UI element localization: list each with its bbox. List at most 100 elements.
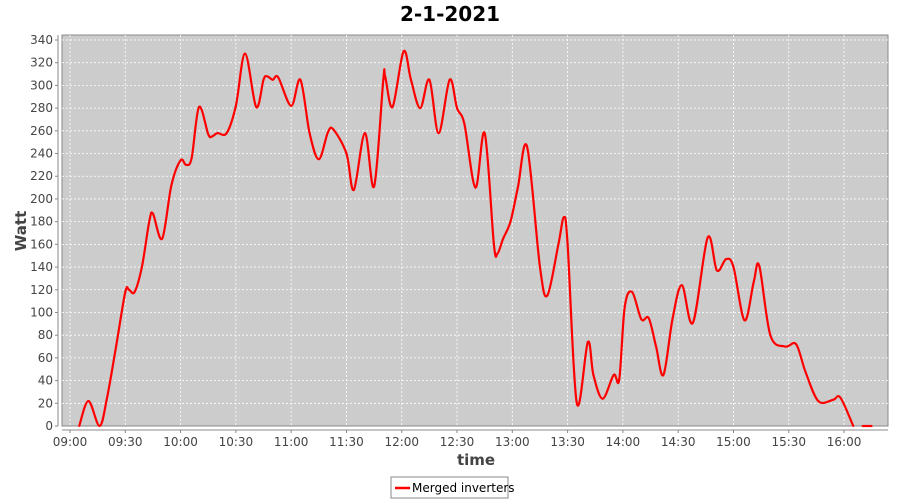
data-point	[352, 188, 355, 191]
data-point	[492, 243, 495, 246]
data-point	[526, 145, 529, 148]
data-point	[151, 212, 154, 215]
data-point	[795, 343, 798, 346]
data-point	[601, 397, 604, 400]
data-point	[839, 396, 842, 399]
y-tick-label: 320	[30, 56, 53, 70]
x-tick-label: 15:00	[716, 435, 751, 449]
x-tick-label: 12:30	[440, 435, 475, 449]
data-point	[198, 105, 201, 108]
data-point	[271, 78, 274, 81]
data-point	[631, 291, 634, 294]
y-axis: 0 20 40 60 80 100 120 140 160 180 200 220 240 260 280 3…	[30, 33, 59, 433]
series-line	[78, 49, 855, 428]
data-point	[124, 291, 127, 294]
data-point	[140, 266, 143, 269]
data-point	[428, 78, 431, 81]
data-point	[308, 132, 311, 135]
data-point	[483, 132, 486, 135]
data-point	[185, 163, 188, 166]
data-point	[575, 402, 578, 405]
data-point	[262, 78, 265, 81]
legend-box	[390, 476, 509, 499]
data-point	[474, 186, 477, 189]
data-point	[207, 133, 210, 136]
data-point	[115, 345, 118, 348]
data-point	[161, 237, 164, 240]
data-point	[244, 52, 247, 55]
data-point	[557, 243, 560, 246]
data-point	[409, 78, 412, 81]
data-point	[463, 123, 466, 126]
chart-title: 2-1-2021	[400, 2, 500, 26]
y-tick-label: 120	[30, 283, 53, 297]
data-point	[317, 158, 320, 161]
x-axis-label: time	[457, 451, 495, 469]
data-point	[190, 157, 193, 160]
data-point	[437, 132, 440, 135]
data-point	[382, 78, 385, 81]
data-point	[516, 186, 519, 189]
x-tick-label: 16:00	[827, 435, 862, 449]
x-tick-label: 11:30	[329, 435, 364, 449]
data-point	[127, 288, 130, 291]
data-point	[266, 75, 269, 78]
x-tick-label: 09:30	[108, 435, 143, 449]
legend: Merged inverters	[390, 476, 515, 499]
data-point	[623, 305, 626, 308]
data-point	[640, 318, 643, 321]
data-point	[509, 220, 512, 223]
data-point	[655, 345, 658, 348]
data-point	[391, 105, 394, 108]
data-point	[592, 373, 595, 376]
data-point	[546, 294, 549, 297]
data-point	[784, 345, 787, 348]
data-point	[618, 378, 621, 381]
data-point	[715, 269, 718, 272]
data-point	[732, 266, 735, 269]
x-tick-label: 11:00	[274, 435, 309, 449]
y-tick-label: 60	[38, 351, 53, 365]
x-tick-label: 09:00	[53, 435, 88, 449]
x-tick-label: 13:00	[495, 435, 530, 449]
y-tick-label: 40	[38, 374, 53, 388]
data-point	[384, 75, 387, 78]
data-point	[566, 243, 569, 246]
data-point	[832, 398, 835, 401]
series-merged-inverters	[78, 49, 873, 428]
data-point	[496, 252, 499, 255]
y-tick-label: 80	[38, 328, 53, 342]
data-point	[680, 284, 683, 287]
data-point	[691, 321, 694, 324]
y-tick-label: 140	[30, 260, 53, 274]
data-point	[586, 340, 589, 343]
data-point	[769, 334, 772, 337]
data-point	[363, 132, 366, 135]
data-point	[743, 319, 746, 322]
data-point	[861, 425, 864, 427]
data-point	[725, 258, 728, 261]
data-point	[255, 105, 258, 108]
data-point	[706, 236, 709, 239]
data-point	[327, 130, 330, 133]
data-point	[758, 264, 761, 267]
data-point	[277, 76, 280, 79]
data-point	[98, 425, 101, 427]
y-axis-label: Watt	[12, 211, 30, 251]
y-tick-label: 0	[45, 419, 53, 433]
data-point	[456, 107, 459, 110]
y-tick-label: 340	[30, 33, 53, 47]
data-point	[671, 317, 674, 320]
data-point	[299, 78, 302, 81]
data-point	[448, 78, 451, 81]
x-tick-label: 13:30	[550, 435, 585, 449]
data-point	[290, 104, 293, 107]
data-point	[804, 370, 807, 373]
y-tick-label: 180	[30, 215, 53, 229]
x-tick-label: 14:00	[606, 435, 641, 449]
y-tick-label: 200	[30, 192, 53, 206]
legend-label: Merged inverters	[412, 481, 515, 495]
data-point	[562, 216, 565, 219]
data-point	[216, 132, 219, 135]
